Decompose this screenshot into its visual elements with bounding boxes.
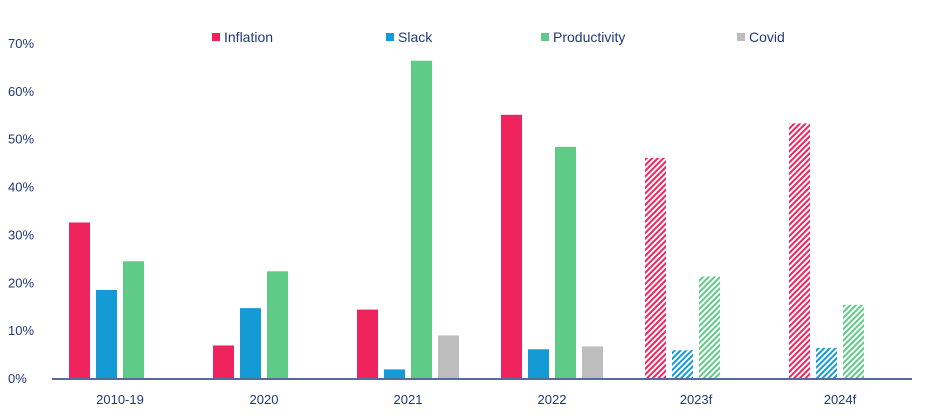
y-axis: 0% 10% 20% 30% 40% 50% 60% 70% [8, 36, 34, 386]
bar-productivity-2020 [267, 271, 288, 378]
legend-label-productivity: Productivity [553, 29, 625, 45]
bar-productivity-2024f [843, 304, 864, 378]
x-tick-label: 2020 [250, 392, 279, 407]
x-tick-label: 2021 [394, 392, 423, 407]
bar-inflation-2024f [789, 123, 810, 379]
bar-productivity-2021 [411, 60, 432, 378]
bar-inflation-2020 [213, 345, 234, 378]
y-tick-label: 50% [8, 132, 34, 147]
legend-label-inflation: Inflation [224, 29, 273, 45]
x-axis: 2010-19 2020 2021 2022 2023f 2024f [96, 392, 857, 407]
bar-covid-2021 [438, 335, 459, 378]
bar-productivity-2022 [555, 146, 576, 378]
bar-inflation-2010-19 [69, 222, 90, 378]
bars [69, 60, 864, 379]
y-tick-label: 70% [8, 36, 34, 51]
y-tick-label: 30% [8, 227, 34, 242]
bar-inflation-2021 [357, 309, 378, 378]
bar-productivity-2010-19 [123, 261, 144, 378]
y-tick-label: 60% [8, 84, 34, 99]
bar-slack-2022 [528, 349, 549, 378]
bar-inflation-2022 [501, 114, 522, 379]
bar-slack-2010-19 [96, 289, 117, 378]
bar-inflation-2023f [645, 157, 666, 378]
y-tick-label: 0% [8, 371, 27, 386]
y-tick-label: 20% [8, 275, 34, 290]
bar-slack-2020 [240, 308, 261, 378]
legend-swatch-productivity [541, 33, 549, 41]
bar-slack-2023f [672, 350, 693, 378]
legend-swatch-covid [737, 33, 745, 41]
legend-label-covid: Covid [749, 29, 785, 45]
legend-swatch-inflation [212, 33, 220, 41]
y-tick-label: 10% [8, 323, 34, 338]
x-tick-label: 2023f [680, 392, 713, 407]
legend-label-slack: Slack [398, 29, 433, 45]
bar-slack-2021 [384, 369, 405, 378]
bar-productivity-2023f [699, 276, 720, 378]
x-tick-label: 2010-19 [96, 392, 144, 407]
bar-covid-2022 [582, 346, 603, 378]
bar-slack-2024f [816, 347, 837, 378]
legend-swatch-slack [386, 33, 394, 41]
x-tick-label: 2024f [824, 392, 857, 407]
legend: Inflation Slack Productivity Covid [212, 29, 785, 45]
x-tick-label: 2022 [538, 392, 567, 407]
y-tick-label: 40% [8, 180, 34, 195]
